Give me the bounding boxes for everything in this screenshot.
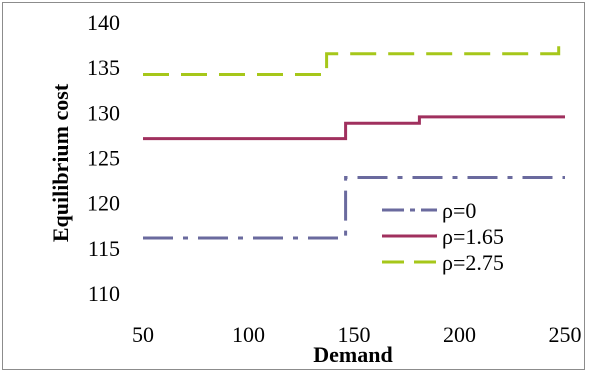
y-tick-label: 135 <box>87 55 120 80</box>
x-tick-label: 250 <box>549 322 582 347</box>
y-tick-label: 125 <box>87 146 120 171</box>
legend-label: ρ=1.65 <box>442 224 504 249</box>
x-tick-label: 150 <box>338 322 371 347</box>
series-line-3 <box>143 41 565 76</box>
x-tick-labels: 50 100 150 200 250 <box>132 322 582 347</box>
y-tick-label: 130 <box>87 100 120 125</box>
y-tick-labels: 110 115 120 125 130 135 140 <box>87 10 120 306</box>
x-tick-label: 200 <box>443 322 476 347</box>
series-line-2 <box>143 115 565 141</box>
series-lines <box>143 41 565 240</box>
y-tick-label: 110 <box>88 281 120 306</box>
y-tick-label: 120 <box>87 191 120 216</box>
chart-frame <box>2 2 585 370</box>
legend: ρ=0ρ=1.65ρ=2.75 <box>382 198 504 275</box>
x-tick-label: 50 <box>132 322 154 347</box>
legend-label: ρ=2.75 <box>442 250 504 275</box>
legend-label: ρ=0 <box>442 198 476 223</box>
x-tick-label: 100 <box>232 322 265 347</box>
series-line-1 <box>143 176 565 240</box>
x-axis-title: Demand <box>313 342 392 367</box>
y-axis-title: Equilibrium cost <box>48 83 73 242</box>
y-tick-label: 115 <box>88 236 120 261</box>
y-tick-label: 140 <box>87 10 120 35</box>
